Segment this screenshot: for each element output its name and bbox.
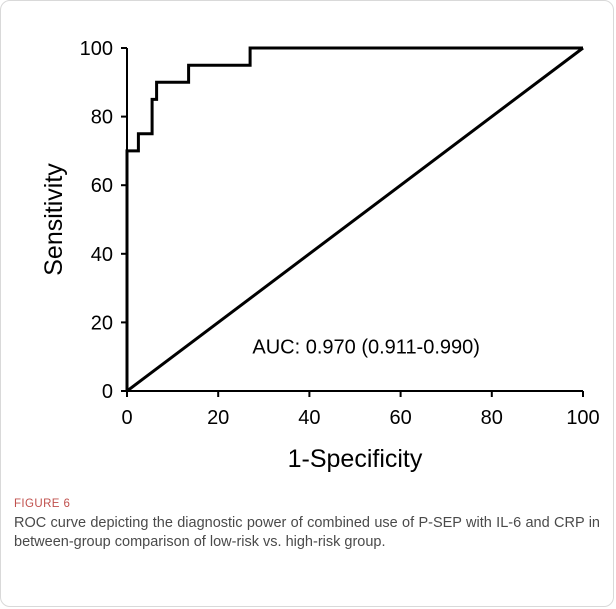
x-tick-label: 60: [389, 407, 411, 429]
y-tick-label: 100: [80, 38, 113, 60]
y-tick-label: 0: [102, 381, 113, 403]
y-tick-label: 60: [91, 175, 113, 197]
x-tick-label: 0: [121, 407, 132, 429]
y-tick-label: 80: [91, 107, 113, 129]
caption-text: ROC curve depicting the diagnostic power…: [14, 515, 600, 550]
y-axis-title: Sensitivity: [40, 163, 68, 276]
figure-caption: FIGURE 6 ROC curve depicting the diagnos…: [14, 498, 600, 552]
roc-curve: [125, 46, 583, 391]
x-tick-label: 20: [207, 407, 229, 429]
y-tick-label: 40: [91, 244, 113, 266]
x-tick-label: 80: [481, 407, 503, 429]
x-axis-ticks: 0 20 40 60 80 100: [121, 391, 600, 429]
y-tick-label: 20: [91, 312, 113, 334]
roc-chart: 0 20 40 60 80 100 0 20 40 60 80 100 AUC: 0.970 (0.…: [40, 38, 600, 473]
figure-label: FIGURE 6: [14, 498, 71, 510]
auc-annotation: AUC: 0.970 (0.911-0.990): [252, 336, 480, 358]
x-tick-label: 100: [566, 407, 599, 429]
x-axis-title: 1-Specificity: [288, 445, 423, 473]
reference-diagonal-line: [126, 46, 584, 393]
y-axis-ticks: 0 20 40 60 80 100: [80, 38, 127, 403]
x-tick-label: 40: [298, 407, 320, 429]
